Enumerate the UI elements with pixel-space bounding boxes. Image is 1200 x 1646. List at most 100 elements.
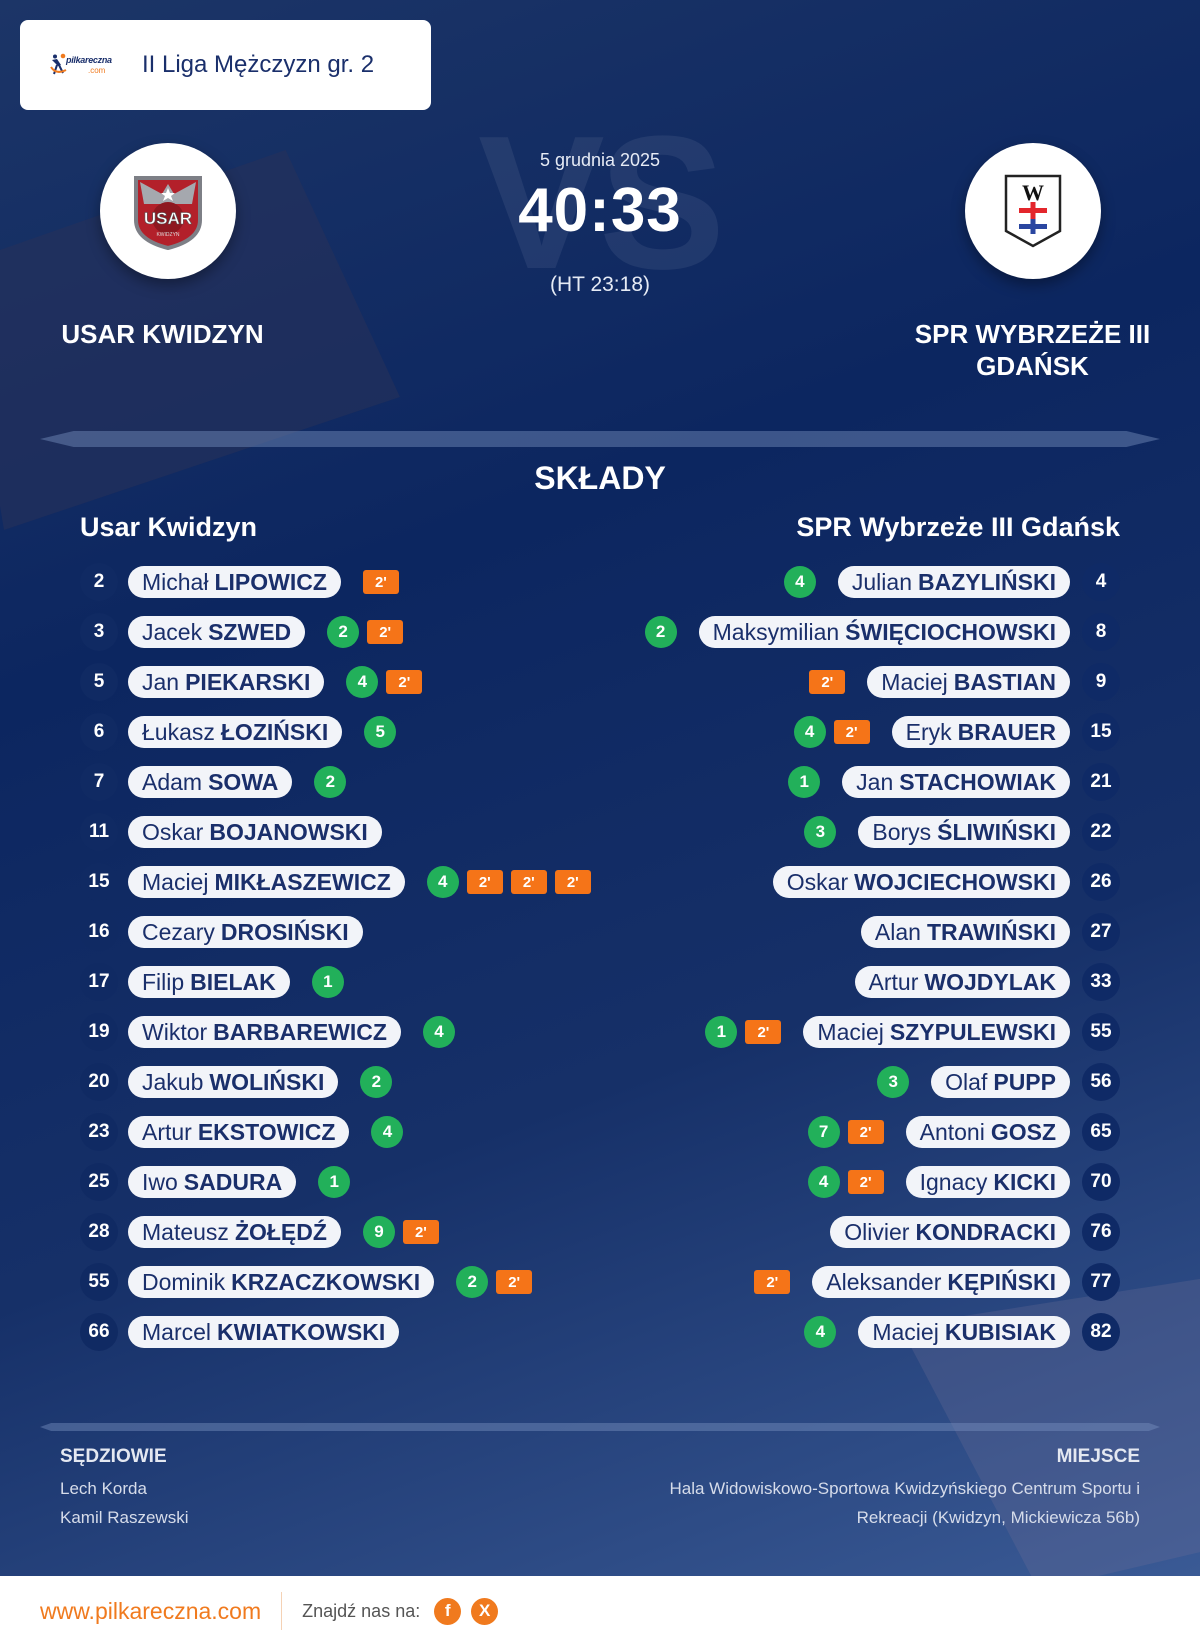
player-name[interactable]: Maciej SZYPULEWSKI	[803, 1016, 1070, 1048]
player-first-name: Artur	[142, 1118, 192, 1145]
player-name[interactable]: Łukasz ŁOZIŃSKI	[128, 716, 343, 748]
player-name[interactable]: Mateusz ŻOŁĘDŹ	[128, 1216, 341, 1248]
player-name[interactable]: Maciej MIKŁASZEWICZ	[128, 866, 405, 898]
player-name[interactable]: Marcel KWIATKOWSKI	[128, 1316, 400, 1348]
player-name[interactable]: Alan TRAWIŃSKI	[860, 916, 1070, 948]
player-first-name: Jacek	[142, 618, 203, 645]
svg-text:W: W	[1022, 180, 1044, 205]
player-name[interactable]: Maciej BASTIAN	[867, 666, 1070, 698]
goals-badge: 4	[783, 566, 816, 598]
suspension-badge: 2'	[847, 1120, 884, 1144]
player-name[interactable]: Filip BIELAK	[128, 966, 290, 998]
player-name[interactable]: Cezary DROSIŃSKI	[128, 916, 363, 948]
player-name[interactable]: Julian BAZYLIŃSKI	[837, 566, 1070, 598]
player-name[interactable]: Oskar WOJCIECHOWSKI	[772, 866, 1070, 898]
player-stats: 2	[314, 766, 347, 798]
player-stats: 5	[364, 716, 397, 748]
jersey-number: 65	[1082, 1113, 1120, 1151]
player-name[interactable]: Artur EKSTOWICZ	[128, 1116, 350, 1148]
player-name[interactable]: Wiktor BARBAREWICZ	[128, 1016, 401, 1048]
player-first-name: Artur	[868, 968, 919, 995]
player-name[interactable]: Iwo SADURA	[128, 1166, 297, 1198]
player-last-name: BOJANOWSKI	[209, 818, 368, 845]
jersey-number: 33	[1082, 963, 1120, 1001]
player-name[interactable]: Michał LIPOWICZ	[128, 566, 341, 598]
home-team-logo[interactable]: USAR KWIDZYN	[100, 143, 236, 279]
player-name[interactable]: Adam SOWA	[128, 766, 293, 798]
player-first-name: Eryk	[905, 718, 952, 745]
pilkareczna-logo[interactable]: pilkareczna .com	[50, 51, 122, 79]
svg-text:USAR: USAR	[144, 209, 192, 228]
player-stats: 4	[371, 1116, 404, 1148]
goals-badge: 3	[877, 1066, 910, 1098]
player-first-name: Ignacy	[919, 1168, 988, 1195]
goals-badge: 2	[314, 766, 347, 798]
player-last-name: EKSTOWICZ	[197, 1118, 336, 1145]
jersey-number: 82	[1082, 1313, 1120, 1351]
player-first-name: Mateusz	[142, 1218, 229, 1245]
player-first-name: Olivier	[844, 1218, 910, 1245]
player-name[interactable]: Jan PIEKARSKI	[128, 666, 325, 698]
goals-badge: 2	[644, 616, 677, 648]
player-name[interactable]: Eryk BRAUER	[891, 716, 1070, 748]
player-name[interactable]: Borys ŚLIWIŃSKI	[858, 816, 1070, 848]
player-name[interactable]: Artur WOJDYLAK	[854, 966, 1070, 998]
vs-watermark: VS	[478, 97, 725, 309]
lineups-title: SKŁADY	[534, 460, 666, 496]
match-date: 5 grudnia 2025	[539, 150, 661, 170]
player-row: 7 2' Antoni GOSZ 65	[645, 1107, 1120, 1157]
player-first-name: Julian	[851, 568, 912, 595]
player-name[interactable]: Maciej KUBISIAK	[858, 1316, 1070, 1348]
away-team-logo[interactable]: W	[965, 143, 1101, 279]
x-twitter-icon[interactable]: X	[471, 1597, 499, 1625]
player-first-name: Oskar	[786, 868, 849, 895]
player-name[interactable]: Dominik KRZACZKOWSKI	[128, 1266, 435, 1298]
player-name[interactable]: Aleksander KĘPIŃSKI	[812, 1266, 1070, 1298]
player-last-name: SADURA	[183, 1168, 283, 1195]
away-lineup-title: SPR Wybrzeże III Gdańsk	[796, 512, 1120, 542]
league-header: pilkareczna .com II Liga Mężczyzn gr. 2	[20, 20, 431, 110]
jersey-number: 22	[1082, 813, 1120, 851]
home-team-name[interactable]: USAR KWIDZYN	[61, 319, 264, 349]
goals-badge: 1	[318, 1166, 351, 1198]
player-row: 3 Borys ŚLIWIŃSKI 22	[645, 807, 1120, 857]
player-name[interactable]: Maksymilian ŚWIĘCIOCHOWSKI	[698, 616, 1070, 648]
player-stats: 2 2'	[456, 1266, 533, 1298]
goals-badge: 4	[371, 1116, 404, 1148]
jersey-number: 8	[1082, 613, 1120, 651]
player-first-name: Łukasz	[142, 718, 215, 745]
player-stats: 4 2'	[346, 666, 423, 698]
player-name[interactable]: Olaf PUPP	[931, 1066, 1070, 1098]
jersey-number: 55	[1082, 1013, 1120, 1051]
player-last-name: BRAUER	[957, 718, 1056, 745]
player-last-name: KWIATKOWSKI	[217, 1318, 386, 1345]
player-first-name: Marcel	[142, 1318, 212, 1345]
suspension-badge: 2'	[362, 570, 399, 594]
jersey-number: 21	[1082, 763, 1120, 801]
away-team-name[interactable]: SPR WYBRZEŻE III GDAŃSK	[914, 319, 1151, 381]
player-name[interactable]: Jan STACHOWIAK	[842, 766, 1070, 798]
jersey-number: 27	[1082, 913, 1120, 951]
player-stats: 4 2'	[793, 716, 870, 748]
referees-list: Lech Korda Kamil Raszewski	[60, 1474, 188, 1532]
player-row: 28 Mateusz ŻOŁĘDŹ 9 2'	[80, 1207, 591, 1257]
suspension-badge: 2'	[386, 670, 423, 694]
player-name[interactable]: Olivier KONDRACKI	[830, 1216, 1070, 1248]
player-stats: 2'	[362, 570, 399, 594]
player-first-name: Cezary	[142, 918, 215, 945]
player-name[interactable]: Antoni GOSZ	[905, 1116, 1070, 1148]
website-link[interactable]: www.pilkareczna.com	[40, 1597, 262, 1624]
player-row: 17 Filip BIELAK 1	[80, 957, 591, 1007]
player-stats: 2'	[809, 670, 846, 694]
player-first-name: Dominik	[142, 1268, 226, 1295]
facebook-icon[interactable]: f	[434, 1597, 462, 1625]
player-name[interactable]: Oskar BOJANOWSKI	[128, 816, 382, 848]
player-name[interactable]: Ignacy KICKI	[905, 1166, 1070, 1198]
suspension-badge: 2'	[466, 870, 503, 894]
player-name[interactable]: Jakub WOLIŃSKI	[128, 1066, 339, 1098]
goals-badge: 5	[364, 716, 397, 748]
player-name[interactable]: Jacek SZWED	[128, 616, 306, 648]
player-last-name: DROSIŃSKI	[220, 918, 349, 945]
player-last-name: KICKI	[993, 1168, 1056, 1195]
player-last-name: TRAWIŃSKI	[926, 918, 1056, 945]
